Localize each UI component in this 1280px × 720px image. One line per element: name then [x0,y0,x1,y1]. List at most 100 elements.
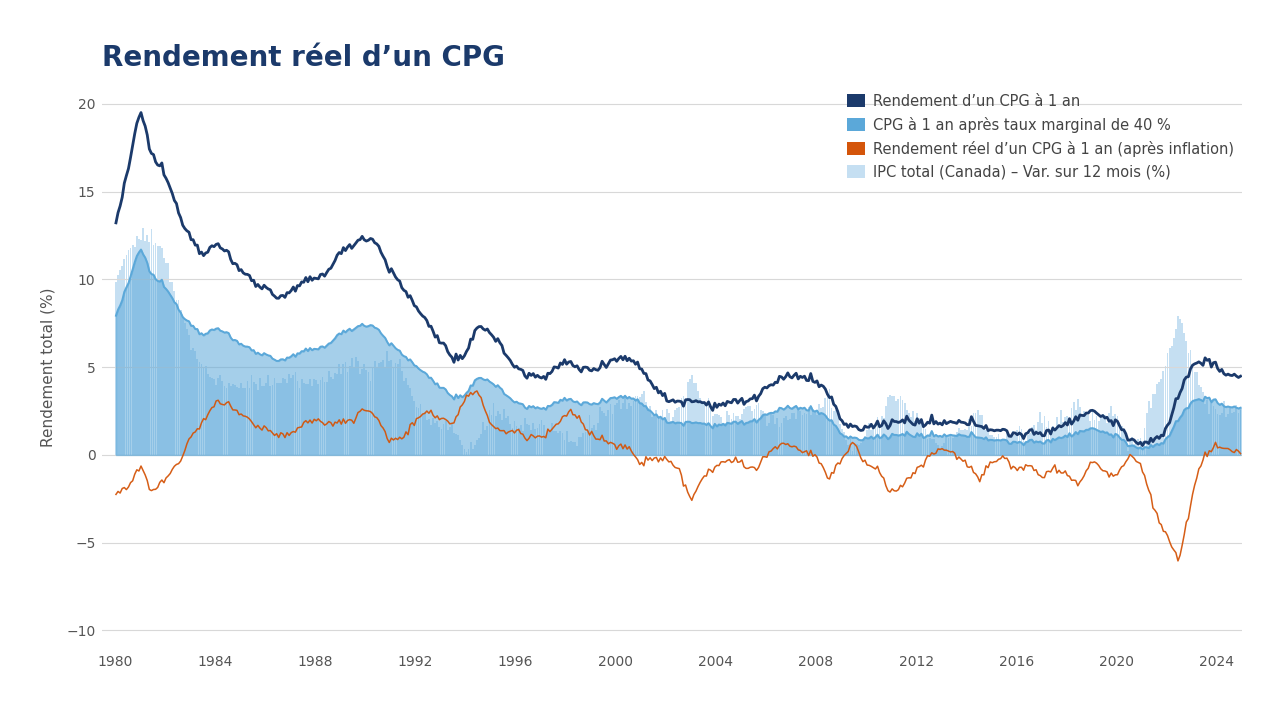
Bar [718,415,719,455]
Bar [1062,421,1064,455]
Bar [691,375,692,455]
Bar [155,243,156,455]
Bar [1043,415,1046,455]
Bar [1121,426,1123,455]
Bar [721,418,722,455]
Bar [522,431,524,455]
Bar [1029,433,1030,455]
Bar [470,441,471,455]
Bar [172,282,173,455]
Bar [404,378,407,455]
Bar [575,442,576,455]
Bar [547,428,549,455]
Bar [264,386,265,455]
Bar [890,395,891,455]
Bar [284,379,285,455]
Bar [517,428,520,455]
Bar [1065,417,1066,455]
Bar [576,446,579,455]
Bar [908,413,910,455]
Bar [585,432,586,455]
Bar [931,438,933,455]
Bar [1156,384,1158,455]
Bar [1149,408,1152,455]
Bar [662,410,663,455]
Bar [791,413,792,455]
Bar [140,240,142,455]
Bar [897,399,900,455]
Bar [552,423,553,455]
Bar [936,444,937,455]
Bar [1125,436,1126,455]
Bar [868,423,870,455]
Bar [1196,372,1198,455]
Bar [860,443,861,455]
Bar [996,437,997,455]
Bar [841,429,844,455]
Bar [355,357,357,455]
Bar [1105,415,1106,455]
Bar [745,407,748,455]
Bar [817,415,818,455]
Bar [244,387,246,455]
Bar [490,415,493,455]
Bar [1198,384,1199,455]
Bar [1219,415,1221,455]
Bar [344,361,347,455]
Bar [1052,426,1053,455]
Bar [430,425,431,455]
Bar [844,432,845,455]
Bar [483,422,484,455]
Bar [1050,431,1052,455]
Bar [443,424,444,455]
Bar [887,397,888,455]
Bar [893,396,895,455]
Bar [353,368,355,455]
Bar [248,388,251,455]
Bar [394,364,397,455]
Bar [456,434,457,455]
Bar [499,414,500,455]
Bar [453,433,454,455]
Bar [777,418,778,455]
Bar [762,411,764,455]
Bar [178,300,179,455]
Bar [1211,402,1212,455]
Bar [878,425,881,455]
Bar [1025,441,1027,455]
Bar [321,377,324,455]
Bar [1037,422,1039,455]
Bar [954,436,956,455]
Bar [195,351,196,455]
Bar [174,291,175,455]
Bar [914,421,916,455]
Bar [1126,451,1129,455]
Bar [461,445,463,455]
Bar [737,416,739,455]
Bar [145,241,146,455]
Bar [1119,423,1120,455]
Bar [134,247,136,455]
Bar [257,390,259,455]
Bar [1169,348,1170,455]
Bar [467,449,470,455]
Bar [207,374,209,455]
Bar [653,413,655,455]
Bar [474,445,476,455]
Bar [795,419,797,455]
Bar [778,427,781,455]
Bar [708,398,709,455]
Bar [1179,319,1181,455]
Bar [136,235,138,455]
Bar [987,430,989,455]
Bar [509,424,511,455]
Bar [1204,405,1206,455]
Bar [850,438,851,455]
Bar [639,397,640,455]
Bar [1238,413,1239,455]
Bar [188,335,189,455]
Bar [347,372,348,455]
Bar [1073,402,1074,455]
Bar [503,409,504,455]
Bar [361,369,364,455]
